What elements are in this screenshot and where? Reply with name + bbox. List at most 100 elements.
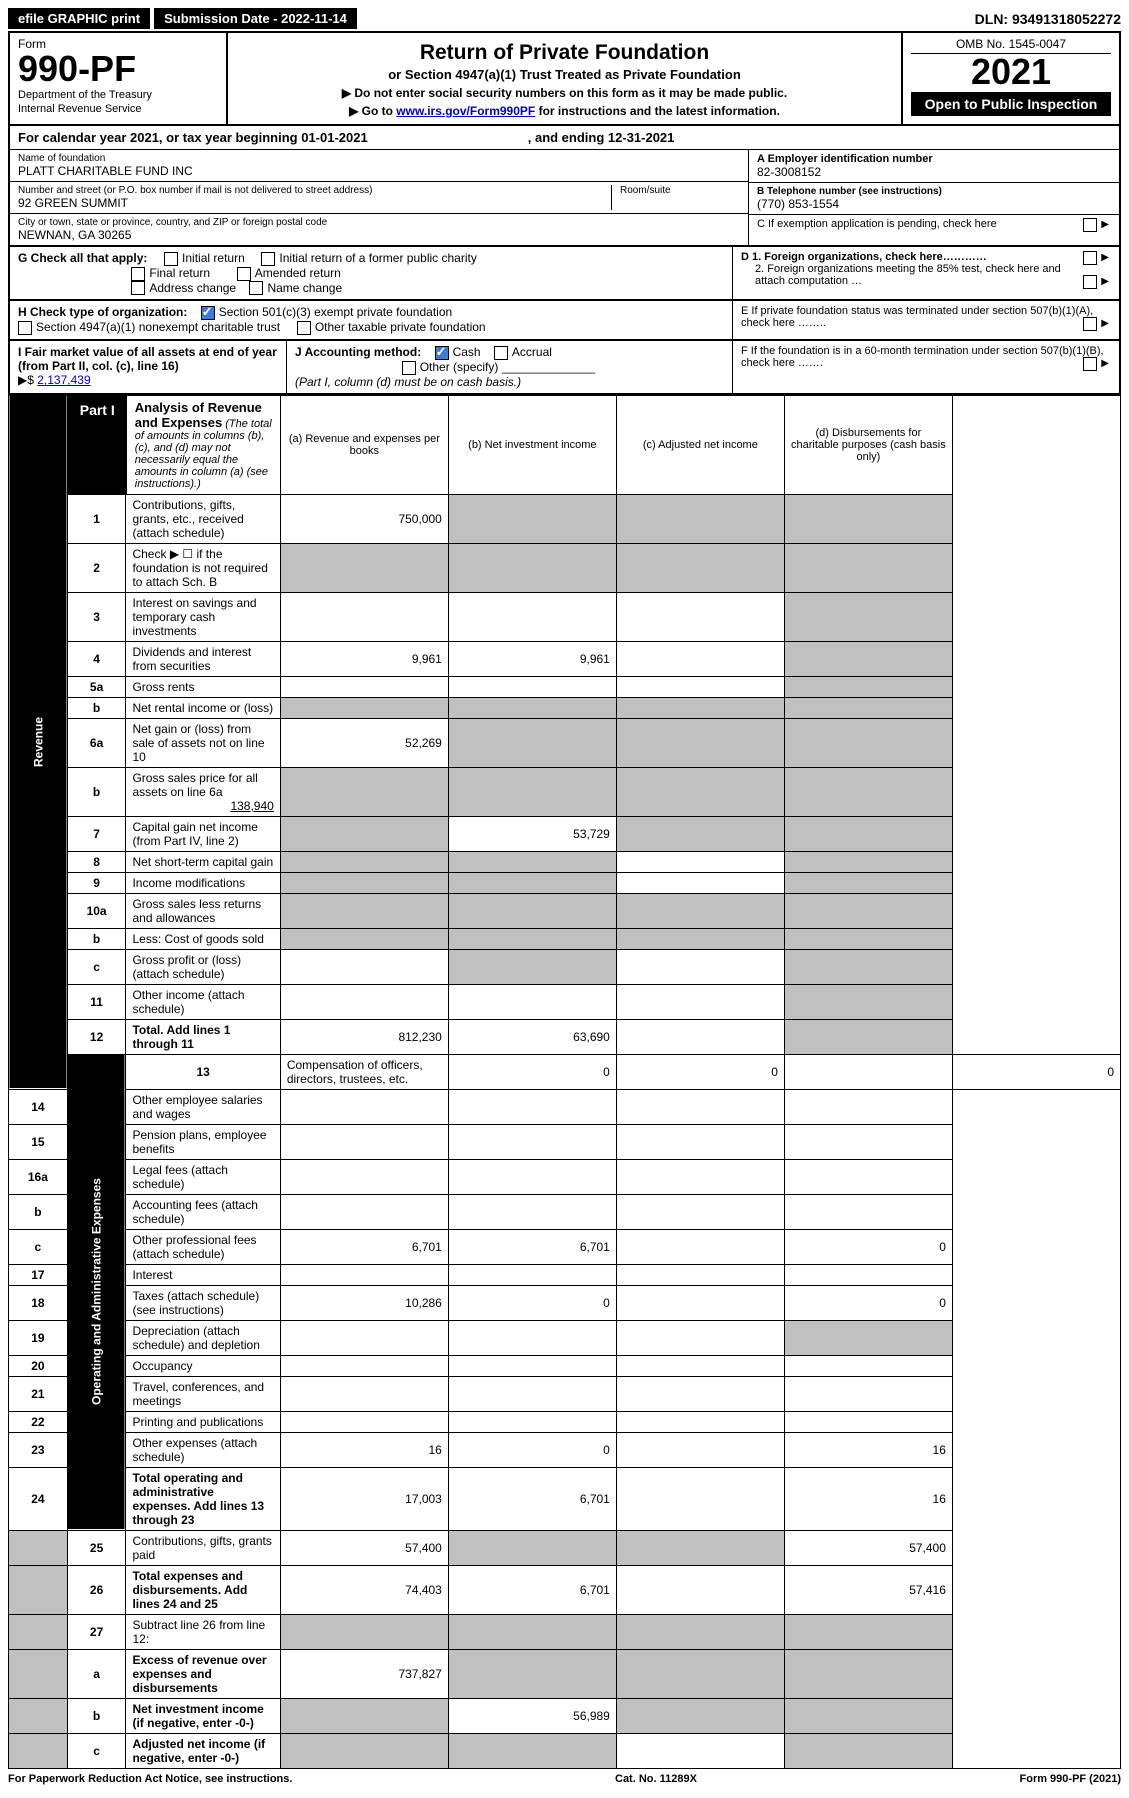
- table-row: 7Capital gain net income (from Part IV, …: [9, 816, 1121, 851]
- line-desc: Gross sales price for all assets on line…: [126, 767, 280, 816]
- col-a: [280, 592, 448, 641]
- col-c: [616, 1565, 784, 1614]
- item-f-cell: F If the foundation is in a 60-month ter…: [732, 341, 1119, 393]
- dln-text: DLN: 93491318052272: [975, 11, 1121, 27]
- col-b: 6,701: [448, 1565, 616, 1614]
- d2-checkbox[interactable]: [1083, 275, 1097, 289]
- line-desc: Travel, conferences, and meetings: [126, 1376, 280, 1411]
- col-d: [784, 851, 952, 872]
- j-accrual-checkbox[interactable]: [494, 346, 508, 360]
- col-b: 9,961: [448, 641, 616, 676]
- h-other-checkbox[interactable]: [297, 321, 311, 335]
- i-arrow: ▶$: [18, 373, 34, 387]
- open-public-badge: Open to Public Inspection: [911, 92, 1111, 116]
- col-c: [616, 1698, 784, 1733]
- col-b: [448, 1264, 616, 1285]
- line-num: 27: [67, 1614, 126, 1649]
- col-a: 9,961: [280, 641, 448, 676]
- line-num: 19: [9, 1320, 68, 1355]
- col-c: [616, 543, 784, 592]
- g-initial-checkbox[interactable]: [164, 252, 178, 266]
- line-desc: Other expenses (attach schedule): [126, 1432, 280, 1467]
- d1-label: D 1. Foreign organizations, check here………: [741, 251, 987, 263]
- col-b: [448, 1649, 616, 1698]
- line-desc: Contributions, gifts, grants, etc., rece…: [126, 494, 280, 543]
- col-a: [280, 1614, 448, 1649]
- table-row: cAdjusted net income (if negative, enter…: [9, 1733, 1121, 1768]
- spacer: [9, 1733, 68, 1768]
- name-label: Name of foundation: [18, 153, 740, 164]
- col-b: [448, 767, 616, 816]
- room-label: Room/suite: [620, 185, 740, 196]
- col-c: [616, 1614, 784, 1649]
- e-label: E If private foundation status was termi…: [741, 305, 1093, 329]
- item-d-cell: D 1. Foreign organizations, check here………: [732, 247, 1119, 299]
- cal-begin: For calendar year 2021, or tax year begi…: [18, 130, 368, 145]
- col-a: 52,269: [280, 718, 448, 767]
- d1-checkbox[interactable]: [1083, 251, 1097, 265]
- col-c: [616, 984, 784, 1019]
- col-d: 57,416: [784, 1565, 952, 1614]
- col-c: [616, 928, 784, 949]
- line-desc: Gross rents: [126, 676, 280, 697]
- line-num: 23: [9, 1432, 68, 1467]
- cal-end: , and ending 12-31-2021: [528, 130, 675, 145]
- note2-pre: ▶ Go to: [349, 104, 396, 118]
- h-row: H Check type of organization: Section 50…: [10, 301, 732, 339]
- ein-value: 82-3008152: [757, 165, 1111, 179]
- j-other-checkbox[interactable]: [402, 361, 416, 375]
- line-desc: Interest on savings and temporary cash i…: [126, 592, 280, 641]
- col-d: 16: [784, 1467, 952, 1530]
- j-note: (Part I, column (d) must be on cash basi…: [295, 375, 521, 389]
- line-desc: Gross profit or (loss) (attach schedule): [126, 949, 280, 984]
- g-o6: Name change: [267, 281, 342, 295]
- line-num: 2: [67, 543, 126, 592]
- line-num: c: [9, 1229, 68, 1264]
- g-initial-former-checkbox[interactable]: [261, 252, 275, 266]
- arrow-icon: [1101, 317, 1111, 329]
- i-j-f-block: I Fair market value of all assets at end…: [8, 341, 1121, 395]
- col-b: [448, 1194, 616, 1229]
- table-row: bGross sales price for all assets on lin…: [9, 767, 1121, 816]
- item-c-checkbox[interactable]: [1083, 218, 1097, 232]
- g-o2: Initial return of a former public charit…: [279, 251, 476, 265]
- col-b: [448, 872, 616, 893]
- col-d: [784, 1159, 952, 1194]
- col-a: [280, 1089, 448, 1124]
- e-checkbox[interactable]: [1083, 317, 1097, 331]
- submission-date-button[interactable]: Submission Date - 2022-11-14: [154, 8, 357, 29]
- table-row: 2Check ▶ ☐ if the foundation is not requ…: [9, 543, 1121, 592]
- footer-mid: Cat. No. 11289X: [615, 1773, 697, 1785]
- col-a: 812,230: [280, 1019, 448, 1054]
- efile-print-button[interactable]: efile GRAPHIC print: [8, 8, 150, 29]
- col-c: [616, 1285, 784, 1320]
- j-cash-checkbox[interactable]: [435, 346, 449, 360]
- col-a: [280, 984, 448, 1019]
- g-amended-checkbox[interactable]: [237, 267, 251, 281]
- city-label: City or town, state or province, country…: [18, 217, 740, 228]
- f-label: F If the foundation is in a 60-month ter…: [741, 345, 1104, 369]
- g-address-checkbox[interactable]: [131, 281, 145, 295]
- h-501c3-checkbox[interactable]: [201, 306, 215, 320]
- col-c: [616, 1229, 784, 1264]
- col-d: [784, 1649, 952, 1698]
- form990pf-link[interactable]: www.irs.gov/Form990PF: [396, 104, 535, 118]
- foundation-name: PLATT CHARITABLE FUND INC: [18, 164, 740, 178]
- i-value[interactable]: 2,137,439: [37, 373, 90, 387]
- col-c: [616, 1467, 784, 1530]
- g-final-checkbox[interactable]: [131, 267, 145, 281]
- col-a: 57,400: [280, 1530, 448, 1565]
- col-d: [784, 816, 952, 851]
- line-desc: Net gain or (loss) from sale of assets n…: [126, 718, 280, 767]
- footer-right: Form 990-PF (2021): [1020, 1773, 1121, 1785]
- col-c: [616, 1432, 784, 1467]
- h-4947-checkbox[interactable]: [18, 321, 32, 335]
- dept-treasury: Department of the Treasury: [18, 89, 218, 101]
- f-checkbox[interactable]: [1083, 357, 1097, 371]
- col-d: [784, 1089, 952, 1124]
- line-desc: Total expenses and disbursements. Add li…: [126, 1565, 280, 1614]
- calendar-year-row: For calendar year 2021, or tax year begi…: [8, 124, 1121, 150]
- g-name-checkbox[interactable]: [249, 281, 263, 295]
- col-b: [448, 1089, 616, 1124]
- table-row: 10aGross sales less returns and allowanc…: [9, 893, 1121, 928]
